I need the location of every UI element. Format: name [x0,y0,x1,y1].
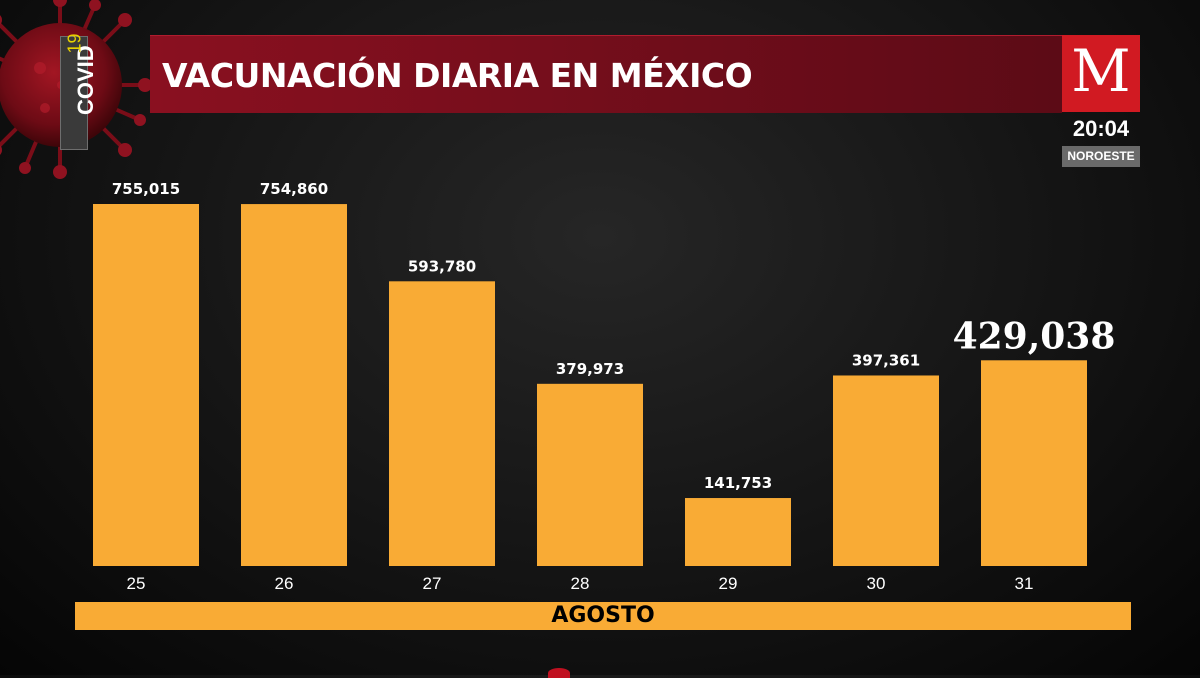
tick-label-29: 29 [719,574,738,593]
data-label-31: 429,038 [953,315,1116,357]
data-label-26: 754,860 [260,180,328,198]
title-bar: VACUNACIÓN DIARIA EN MÉXICO [150,35,1062,113]
region-badge: NOROESTE [1062,146,1140,167]
bar-27 [389,281,495,566]
bar-29 [685,498,791,566]
bar-25 [93,204,199,566]
tick-label-27: 27 [423,574,442,593]
bar-26 [241,204,347,566]
data-label-28: 379,973 [556,360,624,378]
data-label-29: 141,753 [704,474,772,492]
bar-31 [981,360,1087,566]
tick-label-30: 30 [867,574,886,593]
tick-label-25: 25 [127,574,146,593]
data-label-25: 755,015 [112,180,180,198]
tick-label-28: 28 [571,574,590,593]
tick-label-26: 26 [275,574,294,593]
decorative-red-shape [548,668,570,678]
x-axis-label: AGOSTO [551,603,655,628]
logo-letter: M [1071,37,1131,105]
covid-tag [60,36,88,150]
bar-30 [833,375,939,566]
bar-28 [537,383,643,566]
milenio-logo: M [1062,35,1140,112]
tick-label-31: 31 [1015,574,1034,593]
data-label-30: 397,361 [852,351,920,369]
page-title: VACUNACIÓN DIARIA EN MÉXICO [162,56,753,95]
month-bar: AGOSTO [75,602,1131,630]
data-label-27: 593,780 [408,257,476,275]
clock-time: 20:04 [1072,116,1130,141]
